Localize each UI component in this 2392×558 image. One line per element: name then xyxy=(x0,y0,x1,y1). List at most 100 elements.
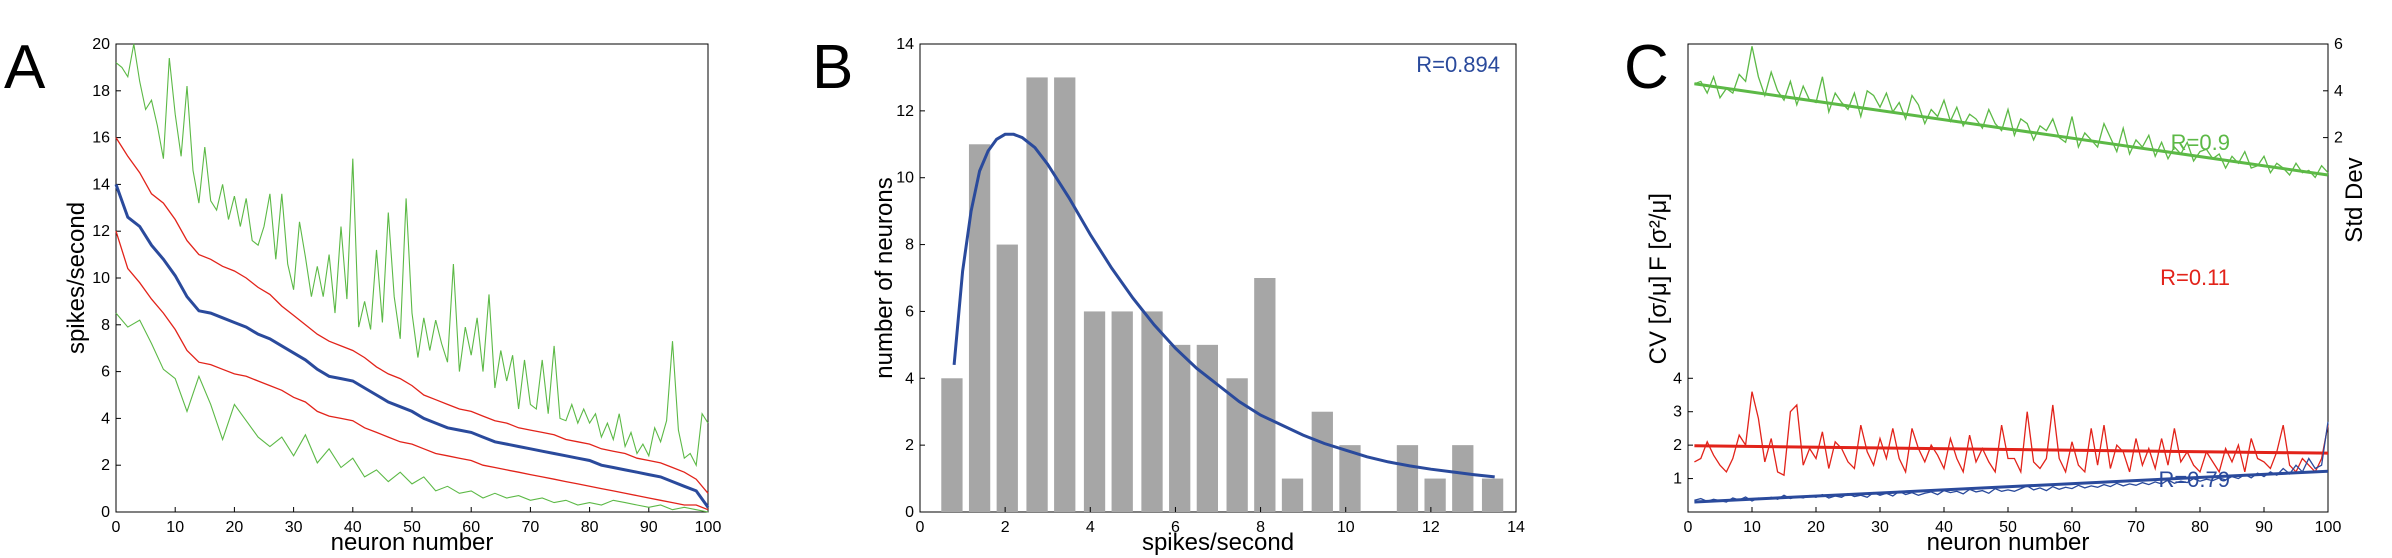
y-tick-label: 16 xyxy=(92,130,110,147)
x-tick-label: 2 xyxy=(1001,519,1010,536)
y-tick-label: 4 xyxy=(101,410,110,427)
histogram-bar xyxy=(1254,278,1276,512)
panel-a-series-line-4 xyxy=(115,312,709,513)
y-axis-label: number of neurons xyxy=(871,177,898,378)
x-tick-label: 70 xyxy=(2127,519,2145,536)
x-tick-label: 4 xyxy=(1086,519,1095,536)
panel-c-fit-line-1 xyxy=(1694,444,2329,455)
x-tick-label: 14 xyxy=(1507,519,1525,536)
x-tick-label: 40 xyxy=(1935,519,1953,536)
x-tick-label: 8 xyxy=(1256,519,1265,536)
x-tick-label: 50 xyxy=(403,519,421,536)
left-y-tick-label: 4 xyxy=(1673,370,1682,387)
x-tick-label: 70 xyxy=(522,519,540,536)
x-tick-label: 100 xyxy=(695,519,722,536)
x-tick-label: 20 xyxy=(1807,519,1825,536)
panel-label-b: B xyxy=(812,33,853,102)
x-tick-label: 0 xyxy=(1684,519,1693,536)
histogram-bar xyxy=(1169,344,1191,512)
histogram-bar xyxy=(1054,77,1076,512)
x-tick-label: 12 xyxy=(1422,519,1440,536)
panel-a-series-line-1 xyxy=(115,137,709,494)
left-y-tick-label: 3 xyxy=(1673,404,1682,421)
x-tick-label: 100 xyxy=(2315,519,2342,536)
right-y-tick-label: 6 xyxy=(2334,36,2343,53)
panel-a-chart: 0 10 20 30 40 50 60 70 80 90 100 0 2 4 6 8 10 12 14 16 18 20 n… xyxy=(63,36,721,556)
histogram-bar xyxy=(1452,445,1474,512)
histogram-bar xyxy=(1281,478,1304,512)
right-y-tick-label: 4 xyxy=(2334,83,2343,100)
histogram-bar xyxy=(1111,311,1133,512)
y-axis-label: spikes/second xyxy=(63,202,90,354)
panel-c-fit-line-2 xyxy=(1694,469,2329,504)
y-tick-label: 12 xyxy=(92,223,110,240)
y-tick-label: 10 xyxy=(92,270,110,287)
panel-c-series-line-0 xyxy=(1694,46,2329,179)
y-tick-label: 14 xyxy=(92,176,110,193)
panel-label-a: A xyxy=(4,33,46,102)
x-tick-label: 50 xyxy=(1999,519,2017,536)
right-y-tick-label: 2 xyxy=(2334,130,2343,147)
x-axis-label: neuron number xyxy=(1927,529,2090,556)
x-tick-label: 80 xyxy=(581,519,599,536)
panel-label-c: C xyxy=(1624,33,1669,102)
x-tick-label: 6 xyxy=(1171,519,1180,536)
y-tick-label: 0 xyxy=(101,504,110,521)
panel-c-series-line-2 xyxy=(1694,421,2329,503)
left-y-tick-label: 1 xyxy=(1673,471,1682,488)
y-tick-label: 8 xyxy=(101,317,110,334)
panel-c-axes-frame xyxy=(1687,43,2329,513)
left-y-axis-label-f: F [σ²/μ] xyxy=(1645,193,1672,271)
y-tick-label: 12 xyxy=(896,103,914,120)
left-y-axis-label-cv: CV [σ/μ] xyxy=(1645,276,1672,365)
panel-b-chart: 0 2 4 6 8 10 12 14 0 2 4 6 8 10 12 14 R=0.894 spikes/seco… xyxy=(871,36,1525,556)
y-tick-label: 2 xyxy=(101,457,110,474)
x-tick-label: 30 xyxy=(285,519,303,536)
y-tick-label: 14 xyxy=(896,36,914,53)
panel-c-series-line-1 xyxy=(1694,391,2329,477)
x-tick-label: 10 xyxy=(166,519,184,536)
y-tick-label: 20 xyxy=(92,36,110,53)
x-tick-label: 90 xyxy=(2255,519,2273,536)
x-axis-label: spikes/second xyxy=(1142,529,1294,556)
x-axis-label: neuron number xyxy=(331,529,494,556)
y-tick-label: 8 xyxy=(905,237,914,254)
y-tick-label: 18 xyxy=(92,83,110,100)
x-tick-label: 40 xyxy=(344,519,362,536)
x-tick-label: 20 xyxy=(226,519,244,536)
x-tick-label: 60 xyxy=(2063,519,2081,536)
r-value-annotation: R=0.79 xyxy=(2158,467,2230,492)
histogram-bar xyxy=(1339,445,1361,512)
histogram-bar xyxy=(1481,478,1504,512)
x-tick-label: 10 xyxy=(1743,519,1761,536)
histogram-bar xyxy=(1396,445,1419,512)
histogram-bar xyxy=(1424,478,1446,512)
y-tick-label: 4 xyxy=(905,370,914,387)
histogram-bar xyxy=(996,244,1018,513)
y-tick-label: 0 xyxy=(905,504,914,521)
panel-c-fit-line-0 xyxy=(1694,82,2329,177)
panel-a-series-line-0 xyxy=(114,183,710,509)
panel-a-series-line-3 xyxy=(115,43,709,468)
y-tick-label: 2 xyxy=(905,437,914,454)
histogram-bar xyxy=(1226,378,1248,512)
r-value-annotation: R=0.894 xyxy=(1416,52,1500,77)
histogram-bar xyxy=(968,144,991,513)
histogram-bar xyxy=(1026,77,1048,512)
left-y-tick-label: 2 xyxy=(1673,437,1682,454)
x-tick-label: 60 xyxy=(462,519,480,536)
panel-a-axes-frame xyxy=(115,43,709,513)
y-tick-label: 10 xyxy=(896,170,914,187)
panel-a-series-line-2 xyxy=(115,231,709,511)
x-tick-label: 80 xyxy=(2191,519,2209,536)
histogram-bar xyxy=(1141,311,1163,512)
histogram-bar xyxy=(1311,411,1333,512)
y-tick-label: 6 xyxy=(101,364,110,381)
x-tick-label: 0 xyxy=(916,519,925,536)
r-value-annotation: R=0.11 xyxy=(2160,265,2230,290)
x-tick-label: 0 xyxy=(112,519,121,536)
panel-c-chart: 0 10 20 30 40 50 60 70 80 90 100 1 2 3 4 2 4 6 R=0.9 R=0.11… xyxy=(1645,36,2368,556)
x-tick-label: 90 xyxy=(640,519,658,536)
r-value-annotation: R=0.9 xyxy=(2171,130,2230,155)
